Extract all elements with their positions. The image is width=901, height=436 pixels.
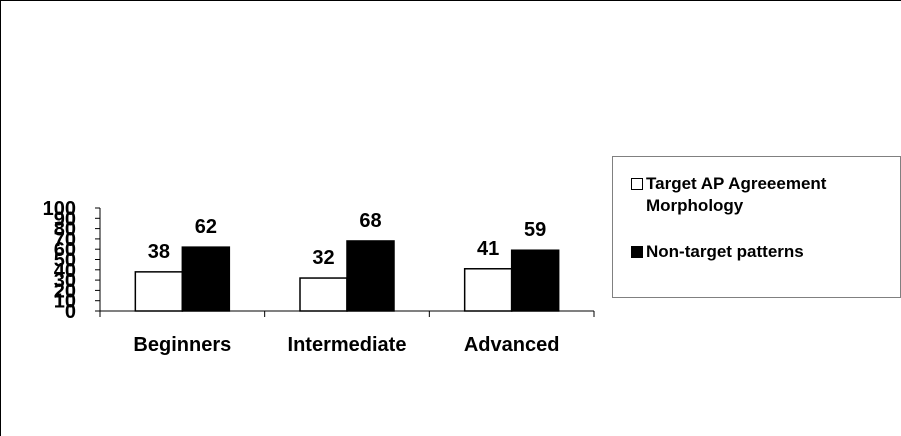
legend-swatch-white — [631, 178, 643, 190]
bar-intermediate-series-2 — [346, 240, 395, 312]
bar-advanced-series-1 — [463, 268, 513, 312]
y-tick-label: 70 — [54, 229, 76, 251]
y-tick-label: 60 — [54, 239, 76, 261]
data-label: 38 — [148, 241, 170, 263]
bar-intermediate-series-1 — [299, 277, 348, 312]
legend-label-target: Target AP Agreeement Morphology — [646, 174, 827, 215]
x-ticks — [99, 311, 595, 317]
bar-beginners-series-2 — [181, 246, 231, 312]
legend-swatch-black — [631, 246, 643, 258]
y-tick-label: 0 — [65, 301, 76, 323]
y-tick-label: 80 — [54, 219, 76, 241]
y-tick-label: 100 — [43, 198, 76, 220]
category-label-advanced: Advanced — [464, 334, 560, 356]
category-labels: Beginners Intermediate Advanced — [133, 334, 559, 356]
y-tick-label: 10 — [54, 291, 76, 313]
legend: Target AP Agreeement Morphology Non-targ… — [612, 156, 901, 298]
bar-beginners-series-1 — [134, 271, 184, 312]
data-label: 59 — [524, 219, 546, 241]
category-label-beginners: Beginners — [133, 334, 231, 356]
data-label: 68 — [359, 210, 381, 232]
data-label: 62 — [195, 216, 217, 238]
y-tick-label: 40 — [54, 260, 76, 282]
y-tick-label: 20 — [54, 280, 76, 302]
bar-advanced-series-2 — [510, 249, 560, 312]
y-tick-label: 30 — [54, 270, 76, 292]
bars — [134, 240, 560, 312]
category-label-intermediate: Intermediate — [288, 334, 407, 356]
data-label: 32 — [312, 247, 334, 269]
legend-item-nontarget: Non-target patterns — [631, 241, 896, 263]
y-tick-label: 50 — [54, 250, 76, 272]
y-tick-label: 90 — [54, 208, 76, 230]
data-label: 41 — [477, 238, 499, 260]
legend-label-nontarget: Non-target patterns — [646, 242, 804, 261]
legend-item-target: Target AP Agreeement Morphology — [631, 173, 896, 217]
data-labels: 38 62 32 68 41 59 — [148, 210, 547, 269]
